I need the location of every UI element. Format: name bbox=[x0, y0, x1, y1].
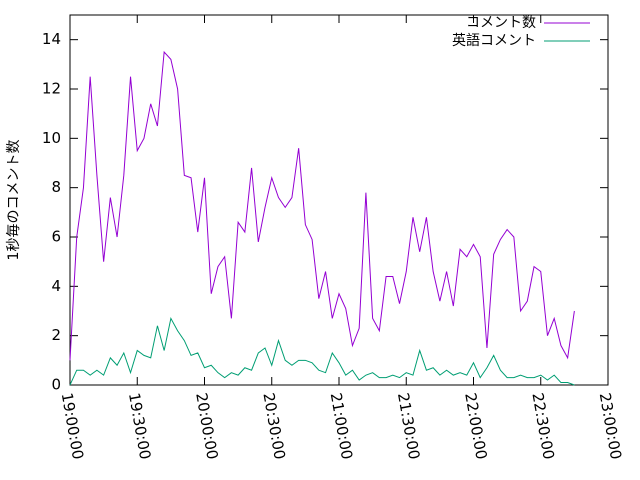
legend-label: コメント数 bbox=[466, 15, 536, 31]
x-tick-label: 20:00:00 bbox=[192, 391, 221, 460]
x-tick-label: 21:30:00 bbox=[394, 391, 423, 460]
y-tick-label: 12 bbox=[42, 80, 61, 98]
x-tick-label: 21:00:00 bbox=[327, 391, 356, 460]
x-tick-label: 19:00:00 bbox=[58, 391, 87, 460]
y-tick-label: 14 bbox=[42, 30, 61, 48]
y-axis-label: 1秒毎のコメント数 bbox=[6, 140, 22, 261]
y-tick-label: 10 bbox=[42, 129, 61, 147]
series-line bbox=[69, 316, 575, 386]
x-tick-label: 20:30:00 bbox=[259, 391, 288, 460]
x-tick-label: 23:00:00 bbox=[596, 391, 625, 460]
x-tick-label: 22:30:00 bbox=[528, 391, 557, 460]
x-tick-label: 22:00:00 bbox=[461, 391, 490, 460]
y-tick-label: 4 bbox=[51, 277, 61, 295]
x-tick-label: 19:30:00 bbox=[125, 391, 154, 460]
legend-label: 英語コメント bbox=[452, 32, 536, 49]
y-tick-label: 8 bbox=[51, 178, 61, 196]
y-tick-label: 6 bbox=[51, 228, 61, 246]
plot-border bbox=[69, 14, 609, 386]
y-tick-label: 0 bbox=[51, 376, 61, 394]
series-line bbox=[69, 50, 575, 361]
y-tick-label: 2 bbox=[51, 326, 61, 344]
